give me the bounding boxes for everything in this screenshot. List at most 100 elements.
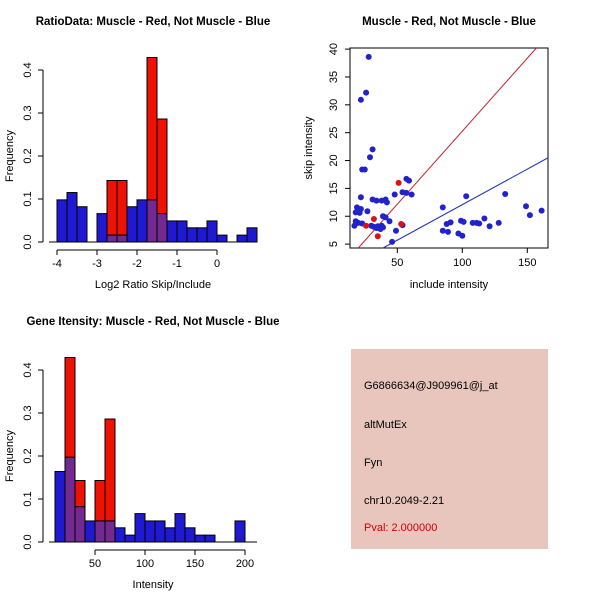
scatter-point-red (363, 222, 370, 229)
x-tick-label: 0 (214, 258, 220, 270)
probeset-id-text: G6866634@J909961@j_at (364, 380, 498, 392)
scatter-point-blue (393, 227, 399, 234)
y-tick-label: 0.4 (22, 362, 34, 377)
event-type-text: altMutEx (364, 419, 407, 431)
histogram-bar-overlap (156, 213, 168, 243)
scatter-point-blue (364, 208, 371, 215)
gene-info-panel: G6866634@J909961@j_at altMutEx Fyn chr10… (351, 349, 548, 549)
scatter-point-blue (447, 219, 454, 226)
histogram-bar-blue (114, 527, 126, 543)
histogram-bar-blue (174, 513, 186, 543)
y-tick-label: 20 (328, 154, 340, 166)
histogram-bar-overlap (106, 234, 118, 243)
y-tick-label: 40 (328, 43, 340, 55)
y-tick-label: 25 (328, 127, 340, 139)
scatter-point-blue (459, 232, 466, 239)
x-tick-label: 50 (391, 257, 403, 269)
scatter-point-red (374, 233, 381, 240)
y-tick-label: 0.3 (22, 405, 34, 420)
histogram-bar-blue (234, 520, 246, 543)
histogram-bar-blue (124, 534, 136, 543)
y-tick-label: 15 (328, 182, 340, 194)
scatter-point-blue (523, 203, 529, 210)
x-tick-label: -1 (172, 258, 182, 270)
chart-title: Muscle - Red, Not Muscle - Blue (362, 16, 536, 28)
scatter-point-blue (476, 220, 483, 227)
histogram-bar-blue (196, 227, 208, 243)
histogram-bar-blue (216, 234, 228, 243)
histogram-bar-red (106, 180, 118, 236)
y-axis-label: Frequency (4, 130, 16, 182)
scatter-point-blue (365, 53, 372, 60)
scatter-point-blue (363, 89, 370, 96)
x-axis-label: include intensity (410, 279, 489, 291)
scatter-point-blue (383, 199, 390, 206)
histogram-bar-blue (96, 213, 108, 243)
y-axis-label: Frequency (4, 430, 16, 482)
scatter-point-blue (369, 146, 376, 153)
y-tick-label: 5 (328, 241, 340, 247)
x-tick-label: -2 (132, 258, 142, 270)
histogram-bar-blue (206, 220, 218, 243)
histogram-bar-blue (186, 227, 198, 243)
y-tick-label: 0.1 (22, 491, 34, 506)
histogram-bar-red (74, 480, 86, 508)
scatter-point-blue (439, 204, 446, 211)
scatter-point-blue (538, 207, 545, 214)
y-tick-label: 0.1 (22, 191, 34, 206)
scatter-point-blue (382, 214, 389, 221)
histogram-bar-blue (56, 199, 68, 243)
scatter-point-blue (526, 212, 533, 219)
histogram-bar-blue (194, 534, 206, 543)
x-tick-label: 100 (453, 257, 471, 269)
x-tick-label: 50 (89, 558, 101, 570)
y-tick-label: 0.2 (22, 148, 34, 163)
histogram-bar-blue (176, 220, 188, 243)
scatter-point-blue (389, 238, 396, 245)
ratio-histogram-panel: RatioData: Muscle - Red, Not Muscle - Bl… (4, 16, 271, 291)
y-tick-label: 0.4 (22, 62, 34, 77)
scatter-point-red (370, 216, 377, 223)
scatter-point-blue (445, 228, 451, 235)
muscle-fit-line (357, 47, 537, 249)
scatter-point-blue (380, 224, 386, 231)
histogram-bar-blue (76, 206, 88, 243)
chart-title: RatioData: Muscle - Red, Not Muscle - Bl… (36, 16, 271, 28)
gene-intensity-histogram-panel: Gene Itensity: Muscle - Red, Not Muscle … (4, 316, 280, 591)
histogram-bar-blue (246, 227, 258, 243)
histogram-bar-blue (66, 192, 78, 243)
histogram-bar-blue (164, 527, 176, 543)
histogram-bar-overlap (94, 520, 106, 543)
scatter-point-blue (502, 190, 509, 197)
histogram-bar-blue (166, 220, 178, 243)
scatter-point-blue (351, 222, 358, 229)
x-axis-label: Intensity (133, 579, 174, 591)
scatter-point-blue (439, 227, 446, 234)
histogram-bar-blue (204, 534, 216, 543)
y-axis-label: skip intensity (303, 116, 315, 179)
scatter-point-blue (391, 191, 398, 198)
scatter-point-blue (406, 177, 412, 184)
scatter-point-blue (460, 218, 467, 225)
histogram-bar-blue (84, 520, 96, 543)
scatter-point-blue (399, 189, 406, 196)
gene-name-text: Fyn (364, 457, 383, 469)
scatter-point-blue (481, 215, 488, 222)
y-tick-label: 0.0 (22, 534, 34, 549)
histogram-bar-blue (54, 470, 66, 543)
y-tick-label: 10 (328, 210, 340, 222)
scatter-point-blue (367, 154, 373, 161)
histogram-bar-overlap (116, 234, 128, 243)
histogram-bar-blue (236, 234, 248, 243)
scatter-point-blue (408, 191, 415, 198)
y-tick-label: 30 (328, 99, 340, 111)
histogram-bar-blue (126, 206, 138, 243)
x-tick-label: -4 (52, 258, 62, 270)
scatter-point-blue (356, 209, 363, 216)
scatter-point-blue (373, 197, 380, 204)
histogram-bar-overlap (64, 456, 76, 543)
scatter-point-blue (357, 194, 364, 201)
y-tick-label: 0.0 (22, 234, 34, 249)
histogram-bar-overlap (146, 199, 158, 243)
